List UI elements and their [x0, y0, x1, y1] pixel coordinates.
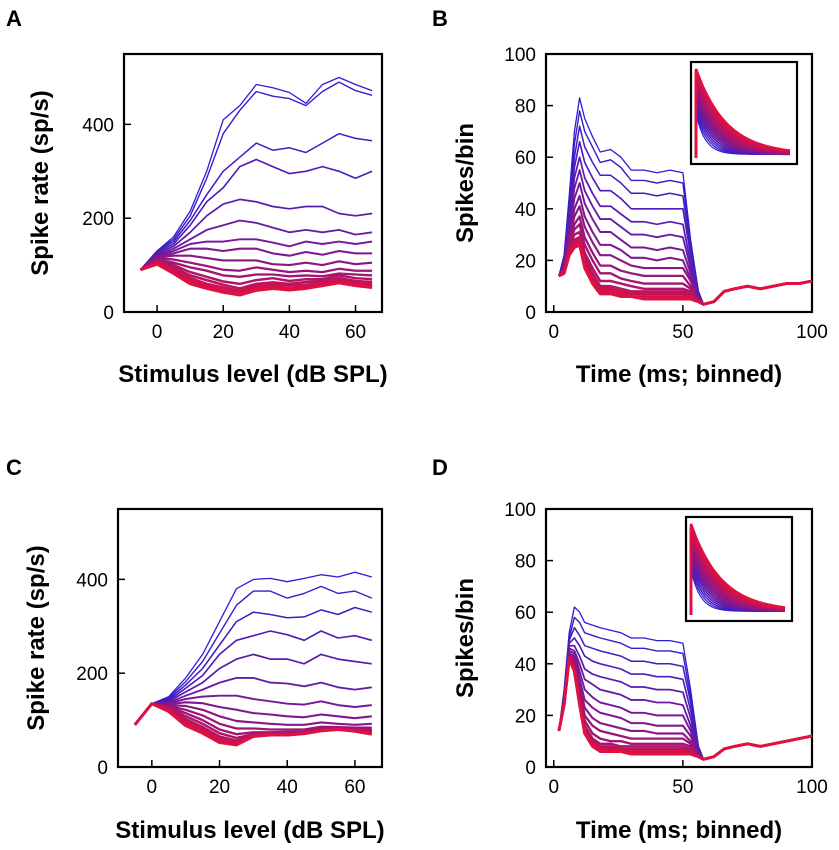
panel-d-xlabel: Time (ms; binned): [576, 817, 782, 844]
panel-d: D 0 50 100 0 20 40 60 80 100 Time (ms; binned) S…: [432, 455, 828, 844]
panel-a-series-line: [139, 256, 373, 274]
panel-c-series-line: [134, 630, 373, 726]
panel-c-series-line: [134, 702, 372, 731]
panel-d-label: D: [432, 455, 448, 480]
panel-a-series-line: [139, 259, 373, 286]
panel-c-series-line: [134, 653, 372, 726]
panel-b-ytick-label: 100: [504, 45, 536, 66]
panel-c-xtick-label: 20: [209, 777, 230, 798]
panel-c-series-line: [134, 571, 372, 726]
panel-d-ylabel: Spikes/bin: [452, 578, 479, 698]
panel-b-label: B: [432, 6, 448, 31]
panel-a: A 0 20 40 60 0 200 400 Stimulus level (dB SPL)…: [6, 6, 388, 388]
panel-c-series-line: [134, 694, 372, 726]
panel-c-xtick-label: 60: [344, 777, 365, 798]
panel-b-ytick-label: 80: [515, 97, 536, 118]
panel-b-xtick-label: 100: [796, 322, 828, 343]
panel-d-ytick-label: 60: [515, 603, 536, 624]
panel-c-xlabel: Stimulus level (dB SPL): [115, 817, 384, 844]
panel-a-series-line: [139, 132, 373, 271]
panel-b-ytick-label: 0: [525, 303, 536, 324]
panel-b: B 0 50 100 0 20 40 60 80 100 Time (ms; binned) S…: [432, 6, 828, 388]
panel-a-series-line: [139, 260, 373, 293]
panel-c-xtick-label: 40: [277, 777, 298, 798]
panel-b-xtick-label: 0: [548, 322, 559, 343]
panel-d-series-line: [557, 657, 813, 761]
panel-a-label: A: [6, 6, 22, 31]
panel-d-ytick-label: 0: [525, 758, 536, 779]
panel-d-ytick-label: 40: [515, 655, 536, 676]
panel-c-xtick-label: 0: [147, 777, 158, 798]
panel-a-series-line: [139, 238, 373, 271]
panel-b-frame: [544, 52, 814, 314]
panel-a-xtick-label: 20: [213, 322, 234, 343]
panel-d-inset-frame: [684, 515, 794, 623]
panel-d-xtick-label: 50: [672, 777, 693, 798]
panel-a-xtick-label: 60: [345, 322, 366, 343]
panel-b-ytick-label: 20: [515, 251, 536, 272]
panel-a-ytick-label: 200: [82, 209, 114, 230]
panel-a-series-line: [139, 198, 373, 271]
panel-a-series-line: [140, 76, 373, 271]
panel-b-series-line: [558, 243, 813, 306]
panel-a-series-line: [139, 260, 373, 290]
panel-d-xtick-label: 100: [796, 777, 828, 798]
panel-d-ytick-label: 80: [515, 552, 536, 573]
panel-b-xtick-label: 50: [672, 322, 693, 343]
panel-c-series-line: [134, 606, 373, 726]
panel-b-xlabel: Time (ms; binned): [576, 361, 782, 388]
panel-c-series-line: [134, 701, 372, 726]
panel-a-ylabel: Spike rate (sp/s): [27, 90, 54, 275]
panel-c-series-line: [134, 676, 372, 726]
panel-a-series-line: [140, 262, 373, 297]
panel-c-ytick-label: 0: [97, 758, 108, 779]
panel-c-ytick-label: 400: [76, 570, 108, 591]
panel-a-xtick-label: 40: [279, 322, 300, 343]
panel-c-frame: [116, 507, 384, 769]
panel-a-series-line: [139, 158, 373, 271]
panel-a-series-line: [139, 247, 373, 271]
panel-c-series-line: [134, 585, 373, 726]
panel-b-ylabel: Spikes/bin: [452, 123, 479, 243]
panel-a-xtick-label: 0: [152, 322, 163, 343]
panel-b-inset-curve: [694, 68, 791, 158]
panel-a-series-line: [139, 258, 373, 278]
panel-b-ytick-label: 60: [515, 148, 536, 169]
panel-a-ytick-label: 400: [82, 115, 114, 136]
panel-c-ytick-label: 200: [76, 664, 108, 685]
panel-a-series-line: [139, 219, 373, 271]
panel-a-ytick-label: 0: [103, 303, 114, 324]
panel-a-series-line: [139, 81, 373, 271]
panel-b-ytick-label: 40: [515, 200, 536, 221]
panel-d-ytick-label: 100: [504, 500, 536, 521]
panel-c-ylabel: Spike rate (sp/s): [23, 545, 50, 730]
panel-b-inset-frame: [689, 60, 799, 166]
panel-c: C 0 20 40 60 0 200 400 Stimulus level (dB SPL)…: [6, 455, 385, 844]
panel-d-xtick-label: 0: [548, 777, 559, 798]
panel-a-frame: [122, 52, 384, 314]
panel-c-series-line: [133, 702, 373, 747]
panel-c-label: C: [6, 455, 22, 480]
panel-d-ytick-label: 20: [515, 706, 536, 727]
panel-a-series-line: [139, 254, 373, 271]
panel-c-series-line: [134, 702, 372, 726]
panel-a-xlabel: Stimulus level (dB SPL): [118, 361, 387, 388]
panel-d-inset-curve: [689, 523, 786, 615]
panel-d-frame: [544, 507, 814, 769]
